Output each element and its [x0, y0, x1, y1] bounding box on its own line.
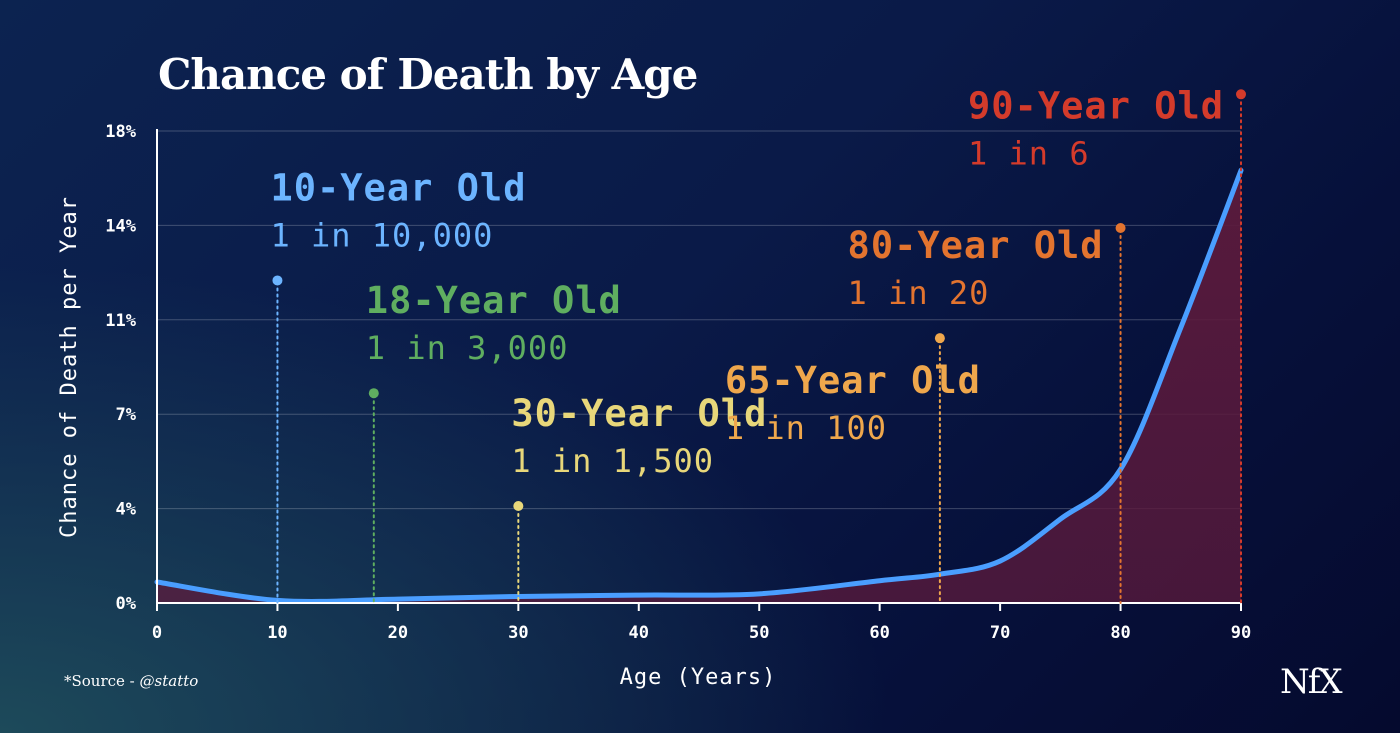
- series-layer: [154, 167, 1244, 604]
- chart-title: Chance of Death by Age: [158, 50, 698, 99]
- annotation-title: 90-Year Old: [968, 84, 1224, 127]
- y-tick-label: 18%: [105, 122, 136, 142]
- series-line: [154, 167, 1244, 604]
- x-tick-label: 40: [629, 623, 649, 643]
- y-tick-label: 4%: [116, 500, 137, 520]
- x-tick-label: 10: [267, 623, 287, 643]
- annotation-value: 1 in 20: [848, 274, 990, 312]
- annotation-value: 1 in 1,500: [511, 442, 714, 480]
- annotation-value: 1 in 10,000: [270, 216, 493, 254]
- y-tick-label: 14%: [105, 216, 136, 236]
- annotation-marker: [934, 333, 945, 344]
- x-tick-label: 70: [990, 623, 1010, 643]
- y-tick-label: 11%: [105, 311, 136, 331]
- grid-layer: [157, 130, 1241, 510]
- y-tick-label: 7%: [116, 405, 137, 425]
- annotation-title: 30-Year Old: [511, 392, 767, 435]
- x-tick-label: 30: [508, 623, 528, 643]
- source-prefix: *Source -: [64, 672, 140, 690]
- x-axis-label: Age (Years): [620, 665, 777, 690]
- x-tick-label: 80: [1110, 623, 1130, 643]
- axis-layer: 0% 4% 7% 11% 14% 18% 0 10 20 30 40 50 60 70 80 90: [105, 122, 1251, 643]
- annotation-title: 80-Year Old: [848, 224, 1104, 267]
- annotation-marker: [272, 275, 283, 286]
- x-tick-label: 90: [1231, 623, 1251, 643]
- source-note: *Source - @statto: [64, 672, 198, 690]
- y-axis-label: Chance of Death per Year: [57, 196, 82, 538]
- annotation-value: 1 in 6: [968, 134, 1090, 172]
- annotation-marker: [1236, 89, 1246, 100]
- annotation-title: 18-Year Old: [366, 279, 622, 322]
- source-handle[interactable]: @statto: [139, 672, 199, 690]
- y-tick-label: 0%: [116, 594, 137, 614]
- x-tick-label: 0: [152, 623, 162, 643]
- x-tick-label: 50: [749, 623, 769, 643]
- x-tick-label: 20: [388, 623, 408, 643]
- annotation-title: 10-Year Old: [270, 166, 526, 209]
- annotation-value: 1 in 100: [725, 409, 887, 447]
- annotation-marker: [513, 500, 524, 511]
- annotation-marker: [368, 388, 379, 399]
- series-area: [157, 170, 1241, 604]
- annotation-title: 65-Year Old: [725, 359, 981, 402]
- x-tick-label: 60: [869, 623, 889, 643]
- nfx-logo: NfX: [1280, 662, 1343, 702]
- annotation-layer: 10-Year Old 1 in 10,000 18-Year Old 1 in 3,…: [270, 84, 1246, 604]
- annotation-marker: [1115, 223, 1126, 234]
- annotation-value: 1 in 3,000: [366, 329, 569, 367]
